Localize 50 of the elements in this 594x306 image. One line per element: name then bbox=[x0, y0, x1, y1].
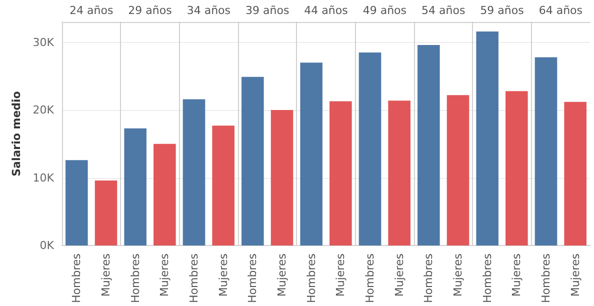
text: Hombres bbox=[128, 254, 142, 304]
text: Hombres bbox=[188, 254, 200, 304]
bar bbox=[182, 99, 206, 246]
text: Mujeres bbox=[334, 254, 348, 297]
bar bbox=[506, 91, 528, 246]
text: Mujeres bbox=[216, 254, 230, 297]
bar bbox=[418, 45, 440, 246]
x-tick-label: 64 años bbox=[538, 4, 583, 17]
x-tick-label: 44 años bbox=[304, 4, 348, 17]
bar bbox=[124, 128, 146, 246]
bar bbox=[330, 101, 352, 246]
y-tick-label: 10K bbox=[32, 171, 55, 184]
x-tick-label: 59 años bbox=[480, 4, 524, 17]
x-tick-label: 54 años bbox=[421, 4, 466, 17]
text: Mujeres bbox=[100, 253, 112, 297]
text: Hombres bbox=[480, 254, 494, 304]
y-axis-title: Salario medio bbox=[10, 90, 23, 176]
bar bbox=[154, 144, 176, 246]
bar bbox=[564, 102, 586, 246]
bar bbox=[300, 62, 322, 246]
bar bbox=[534, 57, 558, 246]
text: Hombres bbox=[540, 254, 552, 304]
x-tick-label: 24 años bbox=[69, 4, 114, 17]
y-tick-label: 20K bbox=[32, 104, 55, 117]
text: Hombres bbox=[70, 253, 84, 304]
bar bbox=[476, 31, 498, 246]
bar bbox=[358, 52, 382, 246]
x-tick-label: 49 años bbox=[362, 4, 407, 17]
bar bbox=[94, 180, 118, 246]
text: Hombres bbox=[422, 254, 436, 304]
x-tick-label: 29 años bbox=[128, 4, 172, 17]
text: Mujeres bbox=[452, 254, 464, 297]
x-tick-label: 39 años bbox=[245, 4, 290, 17]
bar bbox=[212, 126, 234, 246]
text: Mujeres bbox=[568, 254, 582, 297]
bar bbox=[446, 95, 470, 246]
bar bbox=[66, 160, 88, 246]
text: Mujeres bbox=[276, 254, 288, 297]
text: Mujeres bbox=[158, 254, 172, 297]
bar bbox=[388, 100, 410, 246]
text: Hombres bbox=[304, 254, 318, 304]
text: Mujeres bbox=[510, 254, 524, 297]
bar bbox=[270, 110, 294, 246]
text: Mujeres bbox=[392, 254, 406, 297]
bar bbox=[242, 76, 264, 246]
text: Hombres bbox=[246, 254, 260, 304]
y-tick-label: 0K bbox=[40, 239, 55, 252]
y-tick-label: 30K bbox=[32, 36, 55, 49]
text: Hombres bbox=[364, 254, 376, 304]
x-tick-label: 34 años bbox=[186, 4, 231, 17]
